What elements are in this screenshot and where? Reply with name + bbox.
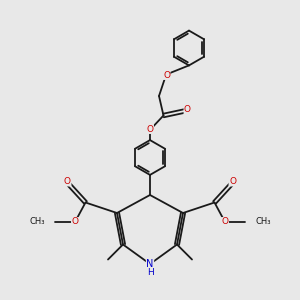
Text: O: O <box>221 218 229 226</box>
Text: O: O <box>229 177 236 186</box>
Text: CH₃: CH₃ <box>255 218 271 226</box>
Text: O: O <box>146 124 154 134</box>
Text: O: O <box>64 177 71 186</box>
Text: H: H <box>147 268 153 277</box>
Text: N: N <box>146 259 154 269</box>
Text: O: O <box>163 70 170 80</box>
Text: O: O <box>71 218 79 226</box>
Text: O: O <box>184 105 191 114</box>
Text: CH₃: CH₃ <box>29 218 45 226</box>
